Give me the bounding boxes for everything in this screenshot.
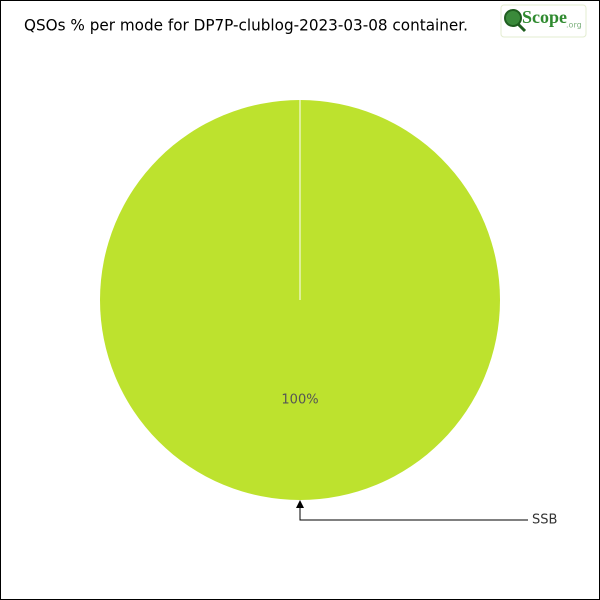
leader-line (299, 504, 528, 521)
chart-title: QSOs % per mode for DP7P-clublog-2023-03… (24, 16, 468, 35)
logo: Scope .org (500, 4, 587, 38)
logo-suffix: .org (566, 21, 582, 30)
logo-text: Scope (522, 7, 567, 27)
logo-icon (504, 9, 522, 27)
category-label: SSB (532, 513, 557, 528)
leader-arrow (296, 500, 304, 508)
value-label: 100% (281, 393, 318, 408)
logo-icon-handle (516, 22, 527, 33)
